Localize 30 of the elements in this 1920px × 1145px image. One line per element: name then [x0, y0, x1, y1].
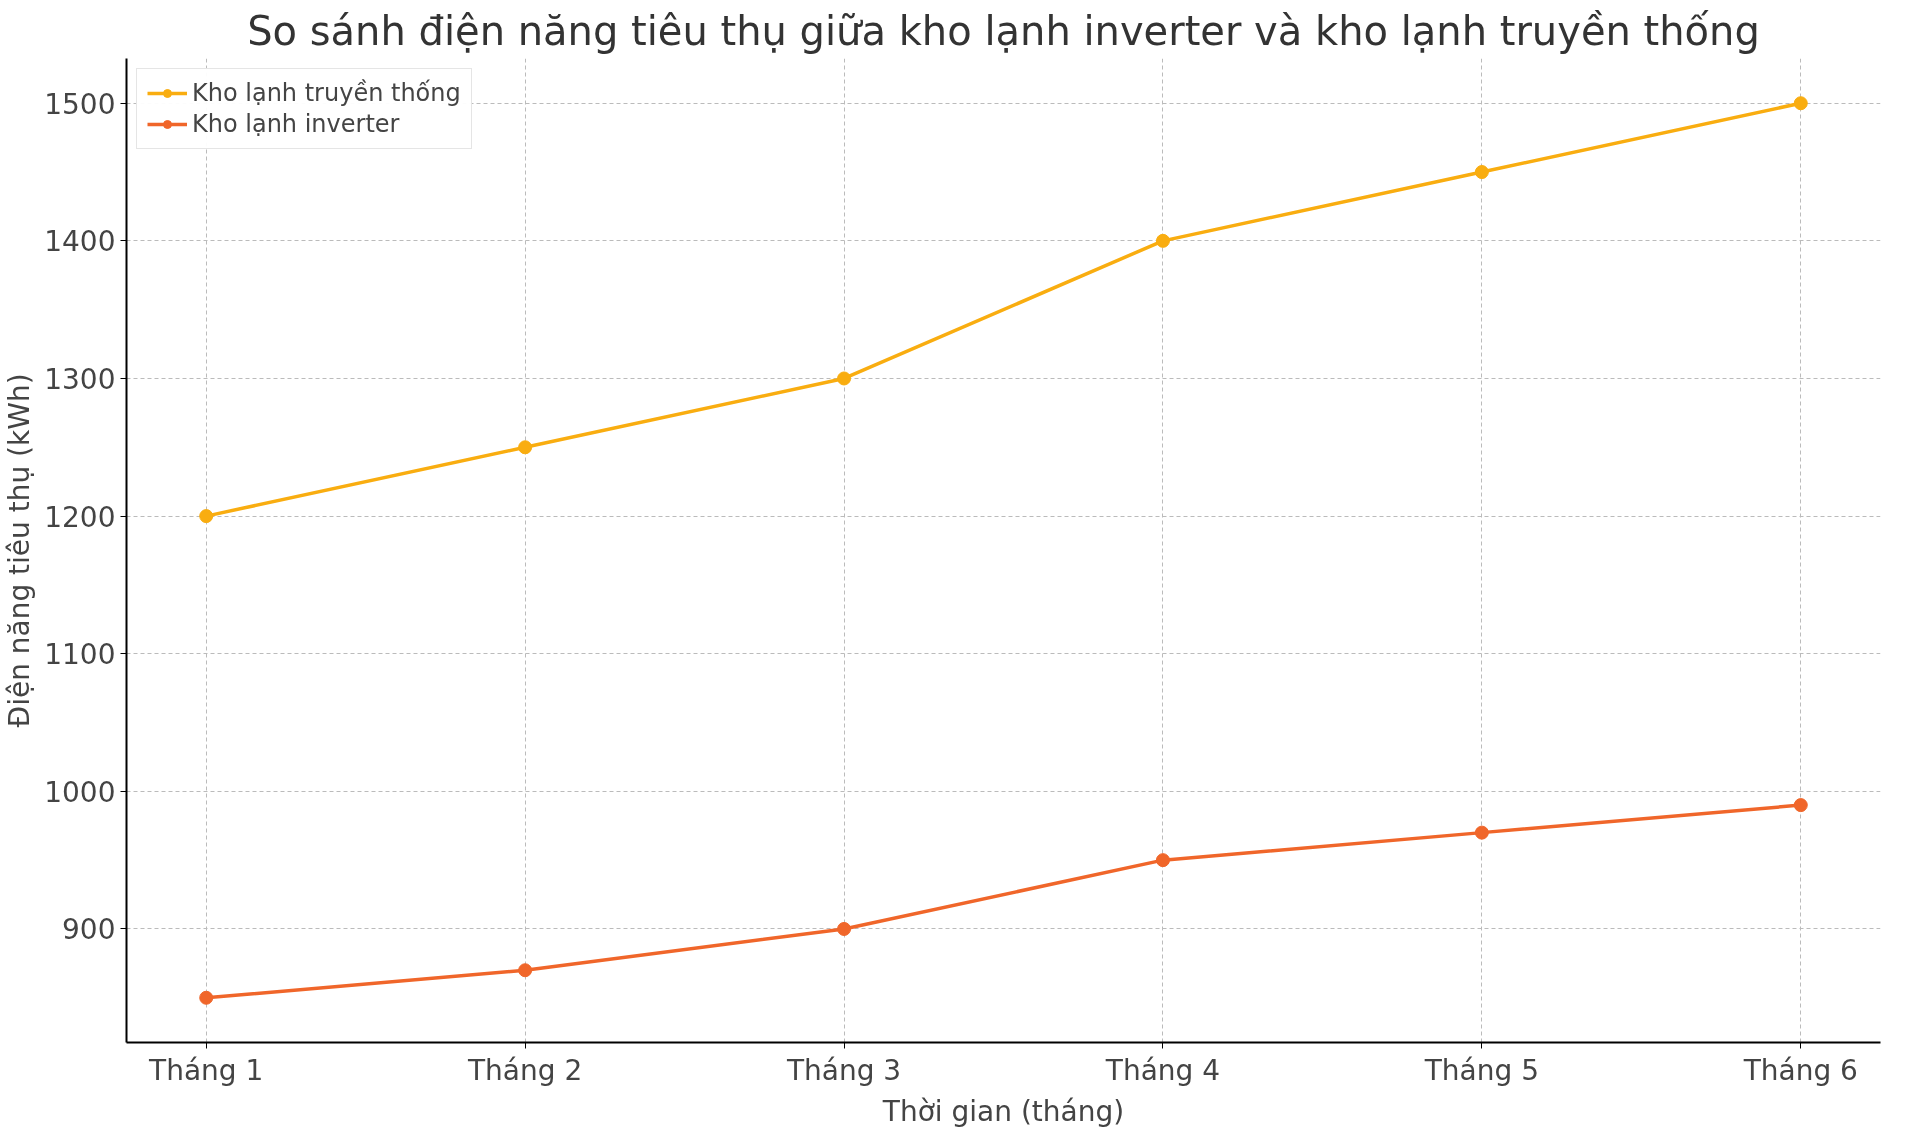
- x-tick-label: Tháng 5: [1423, 1053, 1539, 1087]
- x-axis-title: Thời gian (tháng): [881, 1094, 1125, 1128]
- point: [1155, 233, 1170, 248]
- y-tick-label: 1200: [44, 500, 116, 534]
- point: [1793, 798, 1808, 813]
- x-tick-label: Tháng 4: [1104, 1053, 1221, 1087]
- x-tick-label: Tháng 3: [785, 1053, 902, 1087]
- chart-title: So sánh điện năng tiêu thụ giữa kho lạnh inverter và kho lạnh truyền thống: [247, 7, 1760, 54]
- point: [199, 990, 214, 1005]
- y-tick-label: 900: [62, 913, 116, 947]
- point: [837, 921, 852, 936]
- legend-label: Kho lạnh truyền thống: [192, 79, 461, 107]
- point: [1474, 165, 1489, 180]
- x-tick-label: Tháng 2: [467, 1053, 583, 1087]
- y-tick-label: 1100: [44, 638, 116, 672]
- y-tick-label: 1000: [44, 775, 116, 809]
- y-axis-title: Điện năng tiêu thụ (kWh): [3, 373, 37, 728]
- point: [1155, 853, 1170, 868]
- y-tick-label: 1500: [44, 87, 116, 121]
- point: [1793, 96, 1808, 111]
- point: [837, 371, 852, 386]
- y-tick-label: 1300: [44, 362, 116, 396]
- point: [199, 509, 214, 524]
- y-tick-label: 1400: [44, 225, 116, 259]
- legend-label: Kho lạnh inverter: [192, 110, 400, 138]
- point: [518, 440, 533, 455]
- point: [1474, 825, 1489, 840]
- point: [518, 963, 533, 978]
- x-tick-label: Tháng 6: [1742, 1053, 1858, 1087]
- x-tick-label: Tháng 1: [148, 1053, 264, 1087]
